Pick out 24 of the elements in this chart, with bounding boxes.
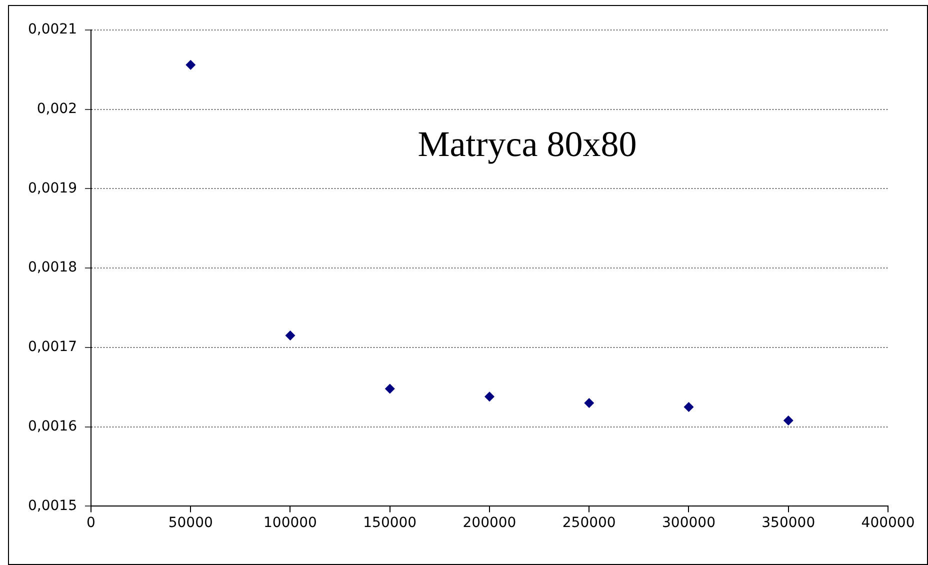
x-tick-label: 200000 xyxy=(462,515,516,532)
y-tick-label: 0,0017 xyxy=(28,339,77,356)
x-tick-label: 100000 xyxy=(264,515,317,532)
y-tick-label: 0,0016 xyxy=(28,418,78,434)
x-tick-label: 50000 xyxy=(168,515,213,532)
x-tick-label: 250000 xyxy=(562,515,616,532)
y-tick-label: 0,002 xyxy=(36,101,77,118)
y-tick-label: 0,0019 xyxy=(28,180,77,196)
point xyxy=(384,384,395,394)
y-tick-label: 0,0015 xyxy=(28,498,77,514)
point xyxy=(584,398,594,408)
x-tick-label: 150000 xyxy=(363,515,417,532)
point xyxy=(783,415,794,426)
point xyxy=(186,60,196,70)
x-tick-label: 400000 xyxy=(861,515,915,532)
y-tick-label: 0,0021 xyxy=(28,22,77,38)
x-tick-label: 300000 xyxy=(662,515,716,532)
annotation: Matryca 80x80 xyxy=(418,124,637,164)
x-tick-label: 0 xyxy=(86,515,96,532)
point xyxy=(684,402,694,412)
x-tick-label: 350000 xyxy=(762,515,816,532)
point xyxy=(484,392,494,402)
y-tick-label: 0,0018 xyxy=(28,260,77,276)
point xyxy=(285,330,296,341)
